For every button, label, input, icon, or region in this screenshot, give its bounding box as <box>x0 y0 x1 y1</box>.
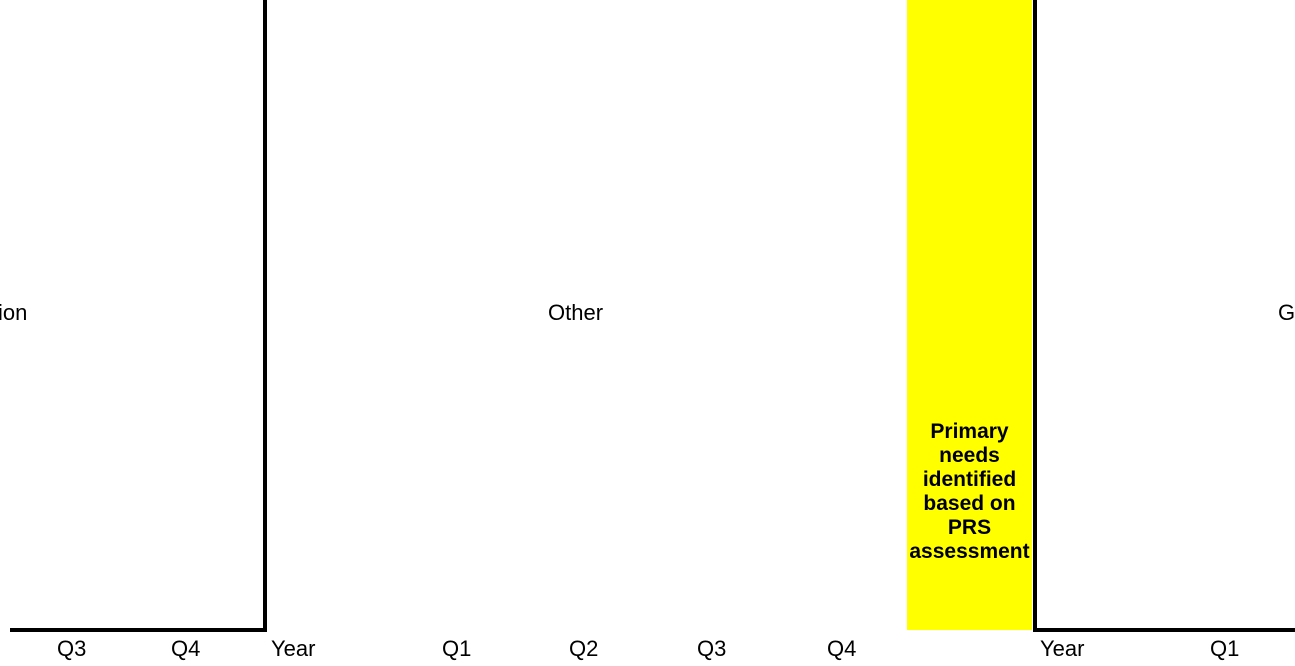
column-divider-left <box>263 0 267 631</box>
column-divider-right <box>1033 0 1037 631</box>
group-label-right: G <box>1278 300 1295 325</box>
column-header-year: Year <box>271 636 316 661</box>
column-header-year-2: Year <box>1040 636 1085 661</box>
column-header-q1: Q1 <box>442 636 472 661</box>
highlighted-cell <box>907 0 1032 630</box>
highlighted-cell-text: Primary needs identified based on PRS as… <box>909 420 1030 563</box>
column-header-q3-2: Q3 <box>697 636 727 661</box>
column-header-q4: Q4 <box>171 636 201 661</box>
column-header-q3: Q3 <box>57 636 87 661</box>
bottom-border-right <box>1033 628 1295 632</box>
column-header-q2: Q2 <box>569 636 599 661</box>
column-header-q4-2: Q4 <box>827 636 857 661</box>
group-label-left: ion <box>0 300 28 325</box>
group-label-other: Other <box>548 300 604 325</box>
column-header-q1-2: Q1 <box>1210 636 1240 661</box>
bottom-border-left <box>10 628 267 632</box>
